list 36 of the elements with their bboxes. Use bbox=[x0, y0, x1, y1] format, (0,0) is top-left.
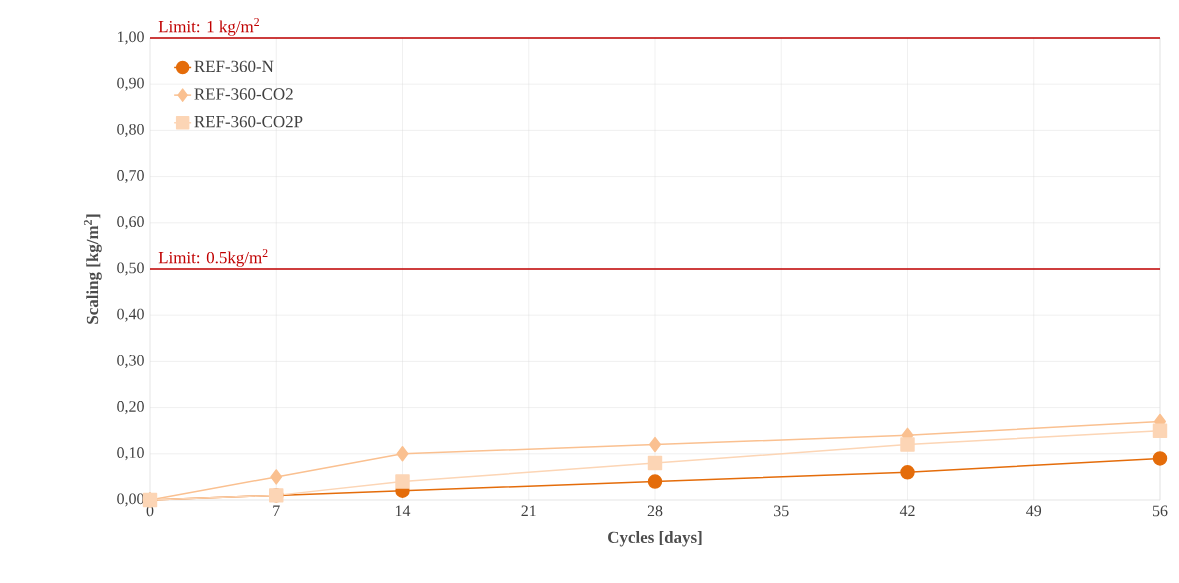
x-tick-label: 56 bbox=[1152, 505, 1168, 517]
y-tick-label: 0,90 bbox=[117, 77, 144, 91]
point bbox=[1152, 423, 1168, 438]
x-tick-label: 49 bbox=[1026, 505, 1042, 517]
point bbox=[900, 465, 915, 480]
y-tick-label: 0,20 bbox=[117, 401, 144, 415]
legend-label: REF-360-CO2 bbox=[194, 88, 293, 100]
x-axis-title: Cycles [days] bbox=[608, 531, 702, 547]
y-tick-label: 0,80 bbox=[117, 123, 144, 137]
y-axis-title: Scaling [kg/m$^{2}$] bbox=[83, 214, 102, 324]
x-tick-label: 14 bbox=[395, 505, 411, 517]
point bbox=[647, 455, 663, 471]
y-tick-label: 0,50 bbox=[117, 262, 144, 276]
legend-label: REF-360-CO2P bbox=[194, 115, 303, 128]
y-tick-label: 0,10 bbox=[117, 447, 144, 461]
y-tick-label: 0,40 bbox=[117, 308, 144, 322]
x-tick-label: 7 bbox=[273, 505, 280, 516]
y-tick-label: 0,30 bbox=[117, 354, 144, 368]
point bbox=[270, 469, 283, 485]
ref-line-label: Limit: 1 kg/m$^{2}$ bbox=[158, 18, 259, 36]
point bbox=[1152, 451, 1168, 466]
y-tick-label: 0,00 bbox=[117, 493, 144, 507]
y-tick-label: 1,00 bbox=[118, 31, 144, 45]
ref-line-label: Limit: 0.5kg/m$^{2}$ bbox=[158, 249, 268, 267]
point bbox=[900, 437, 915, 452]
point bbox=[647, 474, 663, 489]
point bbox=[395, 474, 410, 489]
x-tick-label: 42 bbox=[899, 505, 915, 517]
point bbox=[649, 436, 661, 453]
point bbox=[396, 446, 409, 462]
x-tick-label: 28 bbox=[647, 505, 663, 517]
x-tick-label: 21 bbox=[521, 505, 536, 517]
y-tick-label: 0,60 bbox=[117, 216, 144, 230]
legend-label: REF-360-N bbox=[194, 60, 274, 73]
y-tick-label: 0,70 bbox=[117, 170, 144, 184]
x-tick-label: 35 bbox=[774, 505, 789, 517]
